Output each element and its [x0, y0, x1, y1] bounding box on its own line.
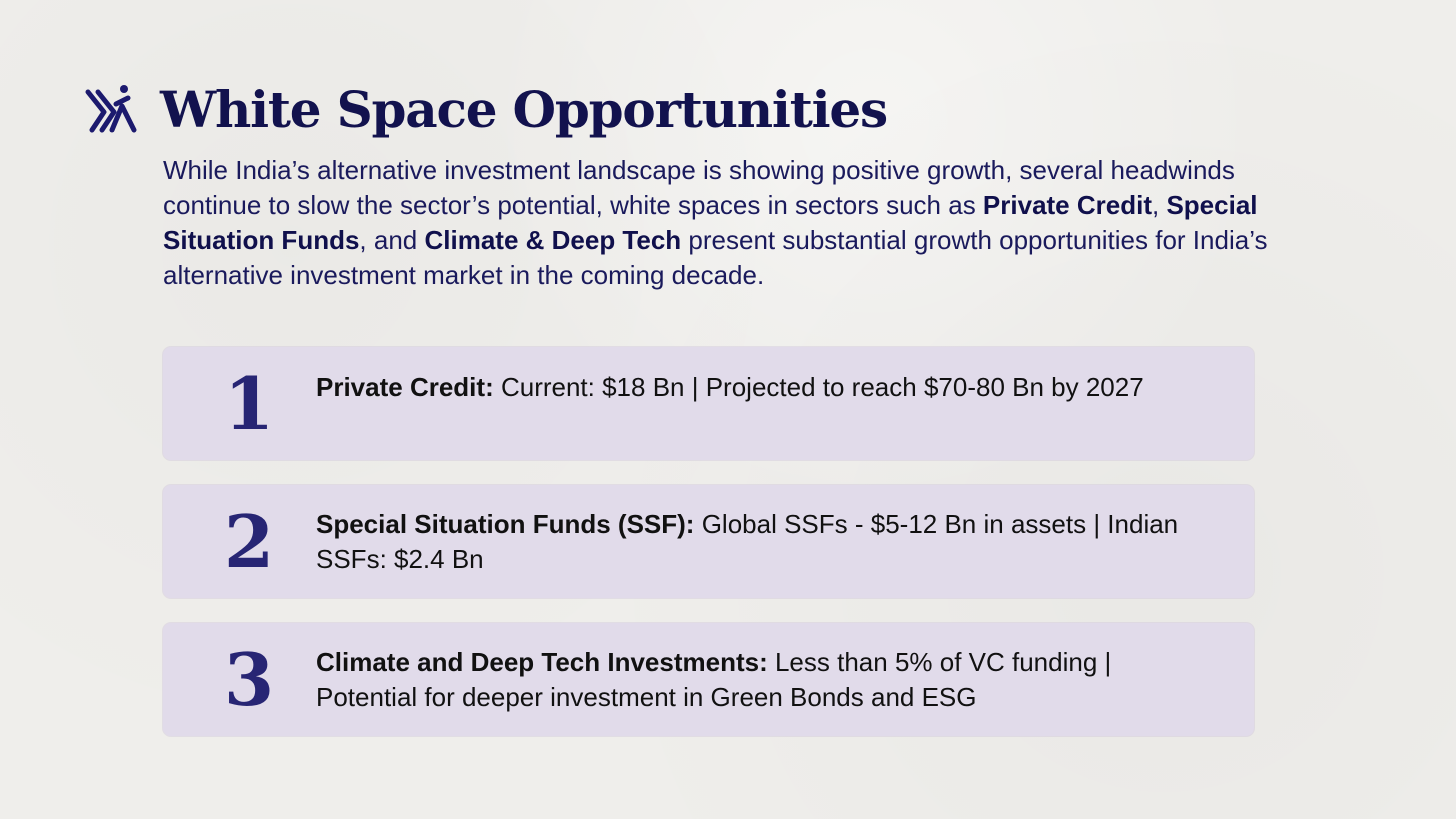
card-detail: Current: $18 Bn | Projected to reach $70…: [493, 372, 1144, 402]
intro-highlight-private-credit: Private Credit: [982, 190, 1152, 220]
intro-separator: ,: [1152, 190, 1167, 220]
intro-highlight-climate-deep-tech: Climate & Deep Tech: [424, 225, 682, 255]
intro-text-start: While India’s alternative investment lan…: [163, 155, 1235, 220]
opportunity-card-special-situation-funds: 2 Special Situation Funds (SSF): Global …: [163, 485, 1254, 598]
card-text: Climate and Deep Tech Investments: Less …: [316, 645, 1196, 715]
figure-logo-icon: [85, 85, 137, 133]
card-number: 3: [223, 637, 275, 722]
card-text: Special Situation Funds (SSF): Global SS…: [316, 507, 1196, 577]
opportunity-card-private-credit: 1 Private Credit: Current: $18 Bn | Proj…: [163, 347, 1254, 460]
intro-separator: , and: [359, 225, 425, 255]
card-detail: Global SSFs - $5-12 Bn in assets | India…: [316, 509, 1179, 574]
intro-text-end: present substantial growth opportunities…: [163, 225, 1268, 290]
opportunity-card-climate-deep-tech: 3 Climate and Deep Tech Investments: Les…: [163, 623, 1254, 736]
card-number: 2: [223, 499, 275, 584]
intro-highlight-special-situation-funds: Special Situation Funds: [163, 190, 1258, 255]
page-title: White Space Opportunities: [160, 80, 888, 139]
card-detail: Less than 5% of VC funding | Potential f…: [316, 647, 1112, 712]
card-label: Special Situation Funds (SSF):: [316, 509, 695, 539]
card-label: Climate and Deep Tech Investments:: [316, 647, 768, 677]
card-label: Private Credit:: [316, 372, 494, 402]
intro-paragraph: While India’s alternative investment lan…: [163, 153, 1323, 293]
card-number: 1: [223, 361, 275, 446]
card-text: Private Credit: Current: $18 Bn | Projec…: [316, 369, 1196, 405]
